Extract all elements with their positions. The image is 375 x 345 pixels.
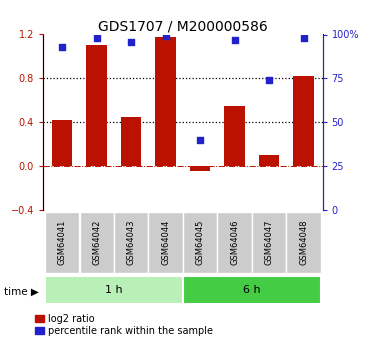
Bar [121,117,141,166]
Bar [155,37,176,166]
Text: time ▶: time ▶ [4,287,39,296]
Bar [293,76,314,166]
Text: GSM64042: GSM64042 [92,220,101,265]
Bar [52,120,72,166]
Bar [86,46,107,166]
Text: GSM64046: GSM64046 [230,220,239,265]
Text: 1 h: 1 h [105,285,123,295]
Point [128,39,134,44]
Text: GSM64043: GSM64043 [127,220,136,265]
Text: GSM64047: GSM64047 [264,220,273,265]
FancyBboxPatch shape [183,212,217,273]
Bar [190,166,210,171]
Bar [259,156,279,166]
FancyBboxPatch shape [183,276,321,304]
FancyBboxPatch shape [114,212,148,273]
FancyBboxPatch shape [217,212,252,273]
Text: 6 h: 6 h [243,285,261,295]
FancyBboxPatch shape [148,212,183,273]
Text: GSM64041: GSM64041 [58,220,67,265]
Legend: log2 ratio, percentile rank within the sample: log2 ratio, percentile rank within the s… [35,314,213,336]
FancyBboxPatch shape [252,212,286,273]
Point [266,78,272,83]
Bar [224,106,245,166]
FancyBboxPatch shape [80,212,114,273]
FancyBboxPatch shape [45,276,183,304]
FancyBboxPatch shape [286,212,321,273]
Point [197,137,203,143]
Text: GSM64045: GSM64045 [195,220,204,265]
Text: GSM64044: GSM64044 [161,220,170,265]
Point [300,35,306,41]
Point [94,35,100,41]
Title: GDS1707 / M200000586: GDS1707 / M200000586 [98,19,268,33]
Point [163,33,169,39]
Point [59,44,65,50]
Point [231,37,237,42]
Text: GSM64048: GSM64048 [299,220,308,265]
FancyBboxPatch shape [45,212,79,273]
